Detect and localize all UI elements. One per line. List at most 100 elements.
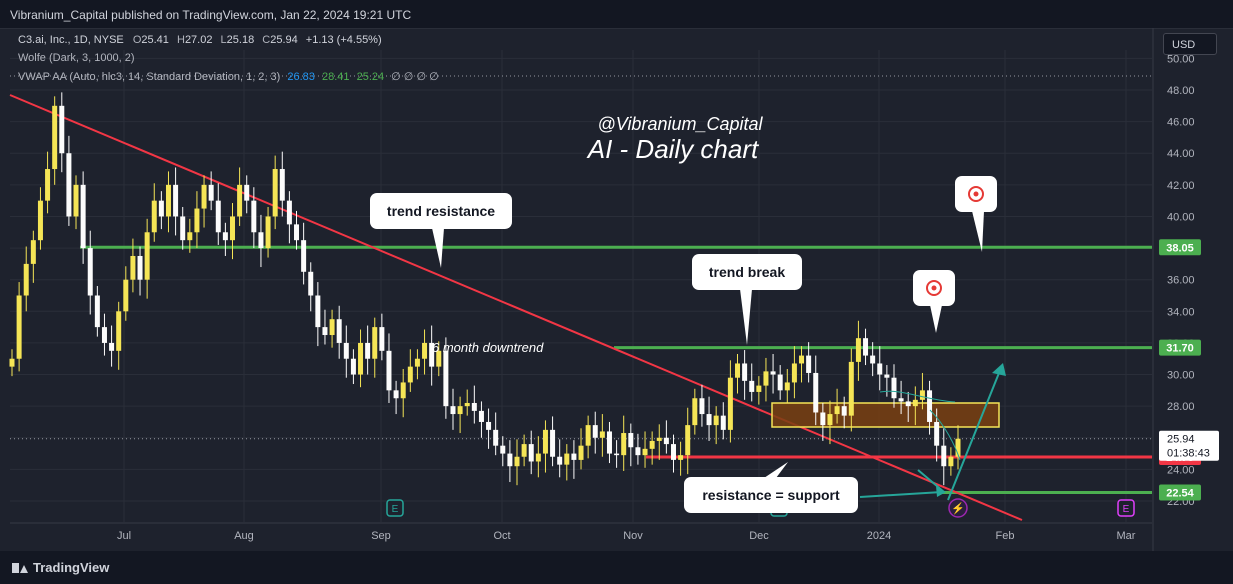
candle-body	[955, 438, 961, 457]
candle-body	[279, 169, 285, 201]
legend-symbol-row: C3.ai, Inc., 1D, NYSE O25.41 H27.02 L25.…	[18, 34, 382, 46]
candle-body	[137, 255, 143, 280]
legend-open-label: O	[132, 34, 142, 46]
wolfe-wave	[879, 390, 956, 403]
level-price-tag	[1159, 484, 1201, 501]
level-lines	[10, 75, 1152, 494]
candle-body	[649, 440, 655, 449]
candle-body	[45, 169, 51, 201]
price-tick-label: 46.00	[1167, 117, 1195, 129]
candle-body	[699, 398, 705, 415]
tradingview-logo-icon	[12, 563, 28, 573]
callout-pointer	[764, 462, 788, 478]
candle-body	[535, 453, 541, 462]
candle-body	[834, 406, 840, 415]
candle-body	[393, 390, 399, 399]
candle-body	[486, 421, 492, 430]
candle-body	[905, 401, 911, 407]
candle-body	[464, 402, 470, 407]
legend-symbol[interactable]: C3.ai, Inc., 1D, NYSE	[18, 34, 124, 46]
watermark-handle: @Vibranium_Capital	[597, 114, 763, 134]
candle-body	[94, 295, 100, 328]
legend-low: 25.18	[226, 34, 255, 46]
price-tick-label: 24.00	[1167, 464, 1195, 476]
candle-body	[478, 410, 484, 422]
legend-wolfe[interactable]: Wolfe (Dark, 3, 1000, 2)	[18, 52, 135, 64]
level-price-label: 38.05	[1166, 242, 1194, 254]
candle-body	[735, 363, 741, 378]
tradingview-brand: TradingView	[33, 560, 110, 575]
vwap-value-1: 26.83	[287, 71, 315, 83]
lightning-icon[interactable]	[948, 498, 968, 518]
candle-body	[749, 380, 755, 392]
candle-body	[365, 342, 371, 359]
legend-low-label: L	[220, 34, 227, 46]
lightning-glyph: ⚡	[951, 502, 965, 515]
candle-body	[827, 414, 833, 426]
time-tick-label: Jul	[117, 530, 131, 542]
target-icon-center	[931, 285, 937, 291]
legend-vwap[interactable]: VWAP AA (Auto, hlc3, 14, Standard Deviat…	[18, 70, 439, 83]
candle-body	[222, 232, 228, 241]
candle-body	[727, 377, 733, 430]
last-price-tag	[1159, 430, 1219, 461]
candle-body	[80, 184, 86, 249]
price-tick-label: 36.00	[1167, 275, 1195, 287]
candle-body	[265, 216, 271, 249]
candle-body	[244, 184, 250, 201]
price-tick-label: 30.00	[1167, 370, 1195, 382]
candle-body	[720, 415, 726, 430]
publisher-text: Vibranium_Capital published on TradingVi…	[10, 8, 412, 22]
time-tick-label: Mar	[1117, 530, 1136, 542]
candle-body	[144, 232, 150, 280]
candle-body	[678, 455, 684, 460]
candle-body	[457, 406, 463, 415]
earnings-icon[interactable]	[386, 499, 404, 517]
candle-body	[557, 456, 563, 465]
candle-body	[315, 295, 321, 328]
time-tick-label: Dec	[749, 530, 769, 542]
time-tick-label: Feb	[996, 530, 1015, 542]
candle-body	[841, 406, 847, 416]
candle-body	[173, 184, 179, 217]
price-axis[interactable]: 22.0024.0026.0028.0030.0032.0034.0036.00…	[1159, 53, 1219, 508]
candle-body	[692, 398, 698, 426]
candle-body	[422, 342, 428, 359]
publish-header: Vibranium_Capital published on TradingVi…	[0, 0, 1233, 28]
time-tick-label: Sep	[371, 530, 391, 542]
wolfe-wave-2	[929, 409, 961, 461]
label-resistance-support: resistance = support	[702, 487, 840, 503]
candle-body	[642, 448, 648, 456]
candle-body	[151, 200, 157, 233]
callout-pointer	[432, 228, 444, 268]
candle-body	[614, 453, 620, 456]
legend-close: 25.94	[270, 34, 298, 46]
footer: TradingView	[0, 551, 1233, 584]
candle-body	[9, 358, 15, 367]
candle-body	[507, 453, 513, 467]
candle-body	[848, 361, 854, 416]
target-icon-center	[973, 191, 979, 197]
candle-body	[585, 425, 591, 446]
tradingview-logo[interactable]: TradingView	[12, 560, 109, 575]
earnings-icon[interactable]	[1117, 499, 1135, 517]
time-axis[interactable]: Jul Aug Sep Oct Nov Dec 2024 Feb Mar	[117, 530, 1136, 542]
candle-body	[941, 445, 947, 467]
candle-body	[165, 184, 171, 217]
last-price-countdown: 01:38:43	[1167, 448, 1210, 460]
candle-body	[635, 447, 641, 456]
callout-trend-resistance	[370, 193, 512, 229]
candle-body	[877, 363, 883, 375]
candle-body	[258, 232, 264, 249]
candle-body	[927, 390, 933, 422]
candle-body	[59, 105, 65, 154]
callout-pointer	[972, 211, 984, 252]
candle-body	[358, 342, 364, 375]
candle-body	[379, 327, 385, 351]
candle-body	[706, 414, 712, 426]
legend-open: 25.41	[141, 34, 169, 46]
candle-body	[656, 437, 662, 441]
currency-button[interactable]: USD	[1163, 33, 1217, 55]
vwap-indicator-label: VWAP AA (Auto, hlc3, 14, Standard Deviat…	[18, 71, 281, 83]
